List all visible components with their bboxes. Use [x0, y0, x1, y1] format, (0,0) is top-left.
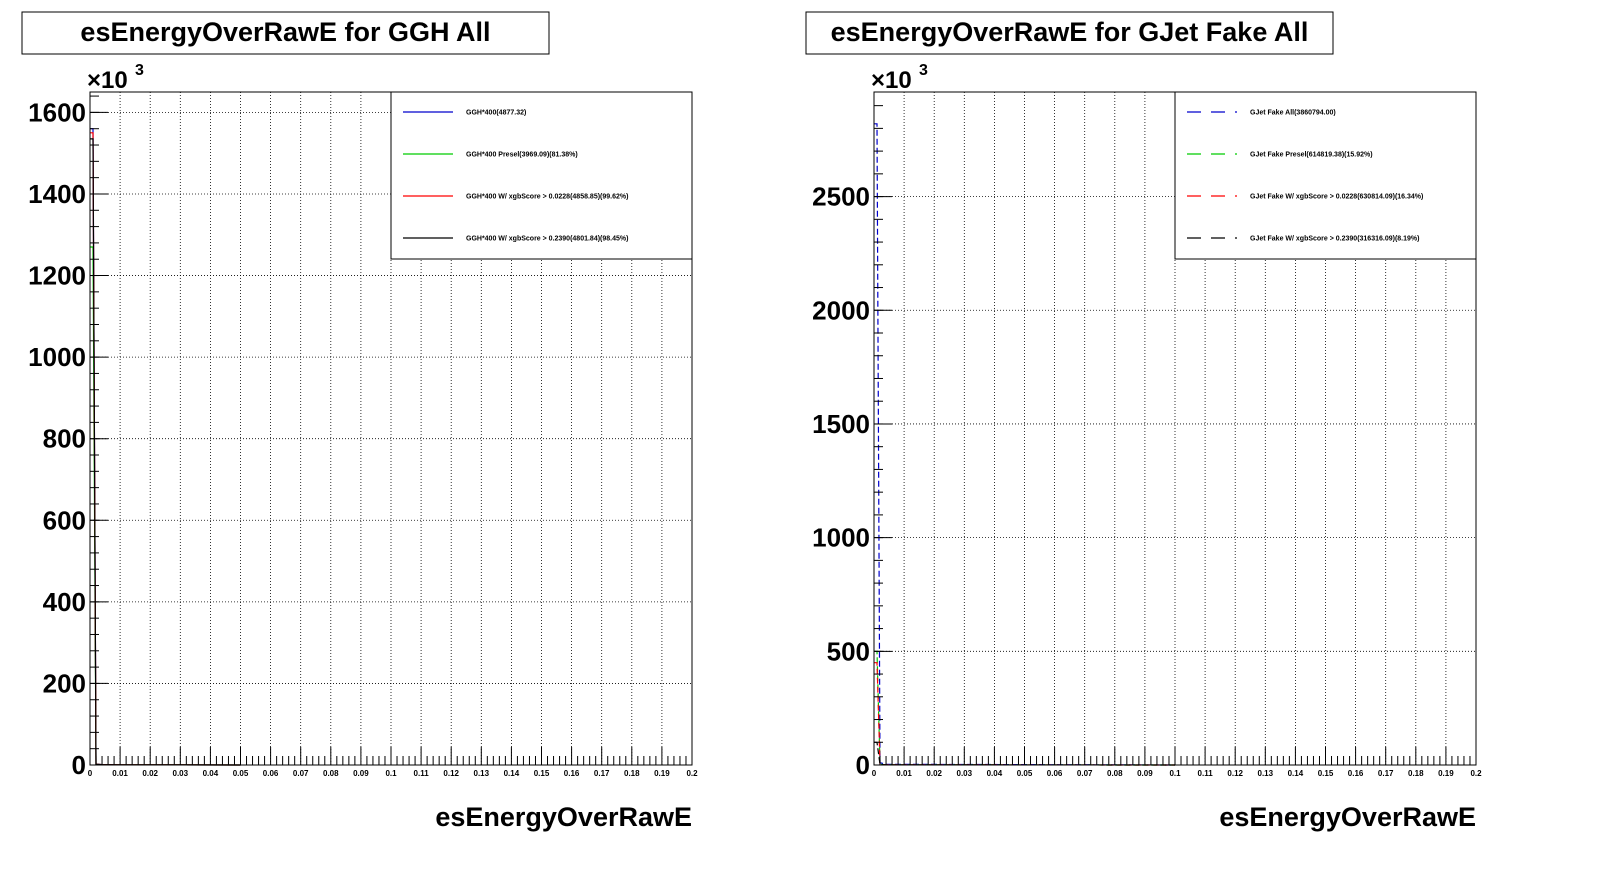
- x-tick-label: 0.04: [203, 769, 219, 778]
- x-tick-label: 0.16: [1348, 769, 1364, 778]
- y-tick-label: 1500: [812, 409, 870, 439]
- x-tick-label: 0.04: [987, 769, 1003, 778]
- x-tick-label: 0: [872, 769, 877, 778]
- y-tick-label: 0: [72, 750, 86, 780]
- legend-box: [1174, 91, 1477, 260]
- y-tick-label: 2500: [812, 182, 870, 212]
- plot-panel-1: esEnergyOverRawE for GGH All 0 0.01 0.02 0.0…: [21, 11, 698, 832]
- x-tick-label: 0.2: [686, 769, 698, 778]
- x-tick-label: 0.07: [293, 769, 309, 778]
- x-tick-label: 0.03: [173, 769, 189, 778]
- y-tick-label: 800: [43, 424, 86, 454]
- series-line-3: [90, 132, 241, 766]
- x-tick-label: 0.16: [564, 769, 580, 778]
- chart-title: esEnergyOverRawE for GJet Fake All: [831, 17, 1309, 47]
- x-tick-label: 0.05: [233, 769, 249, 778]
- x-tick-label: 0.2: [1470, 769, 1482, 778]
- x-tick-label: 0.08: [323, 769, 339, 778]
- x-tick-label: 0.09: [1137, 769, 1153, 778]
- x-tick-label: 0.03: [957, 769, 973, 778]
- x-tick-label: 0.19: [1438, 769, 1454, 778]
- y-tick-label: 1000: [28, 342, 86, 372]
- x-tick-label: 0.12: [443, 769, 459, 778]
- series-line-1: [90, 128, 241, 766]
- legend-entry: GGH*400(4877.32): [466, 110, 526, 117]
- x-tick-label: 0.1: [1169, 769, 1181, 778]
- y-tick-label: 1200: [28, 261, 86, 291]
- y-multiplier-exponent: 3: [135, 62, 144, 79]
- legend-entry: GGH*400 Presel(3969.09)(81.38%): [466, 152, 578, 159]
- title-box: [21, 11, 550, 55]
- x-tick-label: 0.18: [1408, 769, 1424, 778]
- y-tick-label: 400: [43, 587, 86, 617]
- series-line-2: [90, 246, 241, 766]
- x-tick-label: 0.18: [624, 769, 640, 778]
- x-tick-label: 0.01: [896, 769, 912, 778]
- legend-entry: GJet Fake All(3860794.00): [1250, 110, 1336, 117]
- title-box: [805, 11, 1334, 55]
- x-tick-label: 0.11: [1198, 769, 1214, 778]
- x-tick-label: 0.13: [474, 769, 490, 778]
- x-tick-label: 0.11: [414, 769, 430, 778]
- x-tick-label: 0: [88, 769, 93, 778]
- x-tick-label: 0.08: [1107, 769, 1123, 778]
- series-line-4: [90, 138, 241, 766]
- x-tick-label: 0.17: [594, 769, 610, 778]
- x-tick-label: 0.01: [112, 769, 128, 778]
- x-tick-label: 0.14: [504, 769, 520, 778]
- y-multiplier-label: ×10: [87, 67, 128, 94]
- chart-title: esEnergyOverRawE for GGH All: [80, 17, 490, 47]
- x-tick-label: 0.14: [1288, 769, 1304, 778]
- legend-entry: GJet Fake W/ xgbScore > 0.0228(630814.09…: [1250, 194, 1423, 201]
- x-tick-label: 0.07: [1077, 769, 1093, 778]
- x-tick-label: 0.15: [1318, 769, 1334, 778]
- y-tick-label: 500: [827, 636, 870, 666]
- y-tick-label: 600: [43, 505, 86, 535]
- y-tick-label: 2000: [812, 295, 870, 325]
- legend-entry: GJet Fake W/ xgbScore > 0.2390(316316.09…: [1250, 236, 1419, 243]
- x-tick-label: 0.02: [142, 769, 158, 778]
- x-axis-label: esEnergyOverRawE: [1219, 802, 1476, 832]
- x-tick-label: 0.06: [263, 769, 279, 778]
- y-tick-label: 1400: [28, 179, 86, 209]
- y-multiplier-exponent: 3: [919, 62, 928, 79]
- x-tick-label: 0.1: [385, 769, 397, 778]
- x-tick-label: 0.02: [926, 769, 942, 778]
- x-tick-label: 0.17: [1378, 769, 1394, 778]
- y-tick-label: 1600: [28, 97, 86, 127]
- x-tick-label: 0.12: [1227, 769, 1243, 778]
- x-tick-label: 0.09: [353, 769, 369, 778]
- y-tick-label: 0: [856, 750, 870, 780]
- legend-entry: GJet Fake Presel(614819.38)(15.92%): [1250, 152, 1373, 159]
- x-tick-label: 0.05: [1017, 769, 1033, 778]
- legend-box: [390, 91, 693, 260]
- x-axis-label: esEnergyOverRawE: [435, 802, 692, 832]
- legend-entry: GGH*400 W/ xgbScore > 0.2390(4801.84)(98…: [466, 236, 628, 243]
- legend-entry: GGH*400 W/ xgbScore > 0.0228(4858.85)(99…: [466, 194, 628, 201]
- plot-panel-2: esEnergyOverRawE for GJet Fake All 0 0.01 0…: [805, 11, 1482, 832]
- x-tick-label: 0.13: [1258, 769, 1274, 778]
- x-tick-label: 0.19: [654, 769, 670, 778]
- x-tick-label: 0.06: [1047, 769, 1063, 778]
- y-multiplier-label: ×10: [871, 67, 912, 94]
- x-tick-label: 0.15: [534, 769, 550, 778]
- y-tick-label: 200: [43, 668, 86, 698]
- y-tick-label: 1000: [812, 523, 870, 553]
